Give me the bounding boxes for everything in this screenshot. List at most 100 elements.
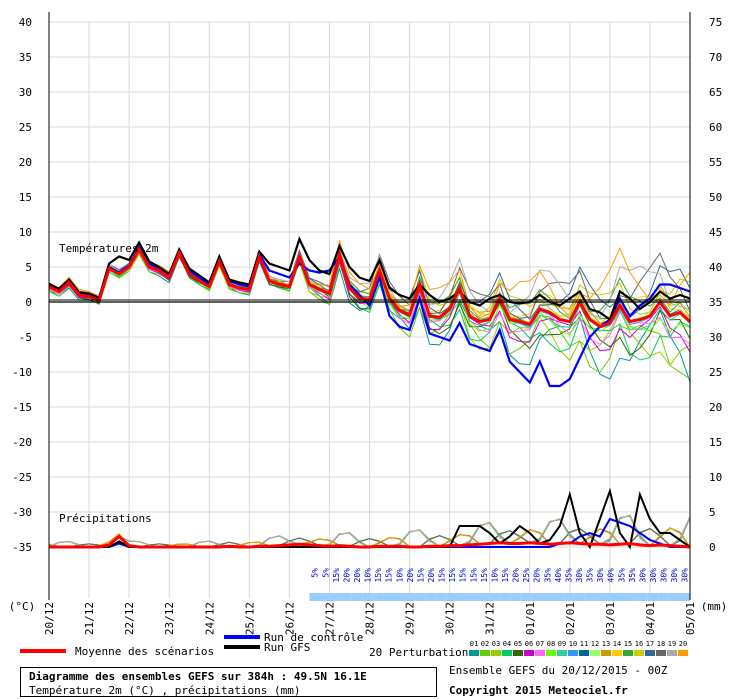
main-lines <box>48 236 692 550</box>
y-tick-left: 10 <box>19 226 32 239</box>
y-tick-left: 0 <box>25 296 32 309</box>
snow-probability-label: 35% <box>543 568 552 583</box>
y-tick-left: 30 <box>19 86 32 99</box>
y-tick-left: -35 <box>12 541 32 554</box>
snow-probability-label: 35% <box>564 568 573 583</box>
x-tick-label: 20/12 <box>43 602 56 635</box>
member-id-label: 19 <box>668 640 676 648</box>
snow-icon <box>520 593 532 601</box>
y-tick-left: 20 <box>19 156 32 169</box>
member-id-label: 06 <box>525 640 533 648</box>
member-swatch <box>535 650 545 656</box>
snow-icon <box>626 593 638 601</box>
member-swatch <box>579 650 589 656</box>
y-tick-right: 30 <box>709 331 722 344</box>
copyright: Copyright 2015 Meteociel.fr <box>449 684 628 697</box>
gfs-temp-line <box>48 236 691 322</box>
member-id-label: 10 <box>569 640 577 648</box>
member-id-label: 09 <box>558 640 566 648</box>
member-swatch <box>656 650 666 656</box>
member-swatch <box>546 650 556 656</box>
snow-icon <box>393 593 405 601</box>
y-tick-left: -20 <box>12 436 32 449</box>
snow-probability-label: 35% <box>586 568 595 583</box>
y-tick-right: 10 <box>709 471 722 484</box>
x-tick-label: 29/12 <box>404 602 417 635</box>
member-swatch <box>469 650 479 656</box>
member-id-label: 04 <box>503 640 511 648</box>
snow-icon <box>531 593 542 601</box>
mean-precip-line <box>49 534 691 549</box>
x-tick-label: 25/12 <box>243 602 256 635</box>
snow-icon <box>330 593 342 601</box>
snow-probability-label: 20% <box>342 568 351 583</box>
snow-probability-label: 15% <box>438 568 447 583</box>
member-id-label: 02 <box>481 640 489 648</box>
member-swatch <box>623 650 633 656</box>
y-tick-right: 15 <box>709 436 722 449</box>
snow-icon <box>415 593 426 601</box>
x-tick-label: 04/01 <box>644 602 657 635</box>
member-id-label: 08 <box>547 640 555 648</box>
member-id-label: 03 <box>492 640 500 648</box>
y-tick-right: 20 <box>709 401 722 414</box>
y-tick-left: 35 <box>19 51 32 64</box>
y-tick-right: 65 <box>709 86 722 99</box>
snow-icon <box>510 593 521 601</box>
member-swatch <box>634 650 644 656</box>
precipitation-panel-label: Précipitations <box>59 512 152 525</box>
member-precip-line <box>49 528 691 548</box>
member-swatch <box>491 650 501 656</box>
snow-probability-label: 30% <box>681 568 690 583</box>
snow-probability-label: 15% <box>332 568 341 583</box>
snow-probability-label: 5% <box>321 568 330 578</box>
member-swatch <box>667 650 677 656</box>
ensemble-run-label: Ensemble GEFS du 20/12/2015 - 00Z <box>449 664 668 677</box>
snow-icon <box>658 593 669 601</box>
y-tick-left: 25 <box>19 121 32 134</box>
snow-icon <box>594 593 606 601</box>
snow-icon <box>351 593 363 601</box>
x-tick-label: 27/12 <box>323 602 336 635</box>
x-tick-label: 30/12 <box>444 602 457 635</box>
control-temp-line <box>48 245 691 388</box>
member-swatch <box>480 650 490 656</box>
member-swatch <box>645 650 655 656</box>
snow-icon <box>309 593 320 601</box>
snow-probability-label: 15% <box>501 568 510 583</box>
y-tick-left: 40 <box>19 16 32 29</box>
snow-icon <box>341 593 352 601</box>
member-swatch <box>513 650 523 656</box>
snow-icon <box>668 593 680 601</box>
y-tick-left: 5 <box>25 261 32 274</box>
y-tick-left: -15 <box>12 401 32 414</box>
snow-probability-label: 40% <box>554 568 563 583</box>
snow-icon <box>679 593 690 601</box>
y-tick-right: 5 <box>709 506 716 519</box>
y-tick-right: 75 <box>709 16 722 29</box>
snow-icon <box>467 593 479 601</box>
snow-icon <box>647 593 659 601</box>
member-id-label: 18 <box>657 640 665 648</box>
x-tick-label: 23/12 <box>163 602 176 635</box>
snow-icon <box>436 593 447 601</box>
y-tick-right: 0 <box>709 541 716 554</box>
snow-probability-label: 20% <box>353 568 362 583</box>
snow-icon <box>446 593 458 601</box>
snow-icon <box>541 593 553 601</box>
snow-probability-label: 15% <box>448 568 457 583</box>
snow-icon <box>499 593 511 601</box>
legend-perturbations: 20 Perturbations <box>369 646 475 659</box>
snow-icon <box>552 593 564 601</box>
chart-title-box: Diagramme des ensembles GEFS sur 384h : … <box>20 667 437 697</box>
snow-probability-label: 20% <box>427 568 436 583</box>
snow-icon <box>637 593 648 601</box>
snow-icon <box>573 593 585 601</box>
snow-probability-label: 10% <box>490 568 499 583</box>
snow-probability-label: 15% <box>469 568 478 583</box>
legend: Moyenne des scénarios Run de contrôleRun … <box>20 631 688 659</box>
y-tick-left: -25 <box>12 471 32 484</box>
x-tick-label: 03/01 <box>604 602 617 635</box>
x-tick-label: 22/12 <box>123 602 136 635</box>
snow-probability-label: 30% <box>596 568 605 583</box>
